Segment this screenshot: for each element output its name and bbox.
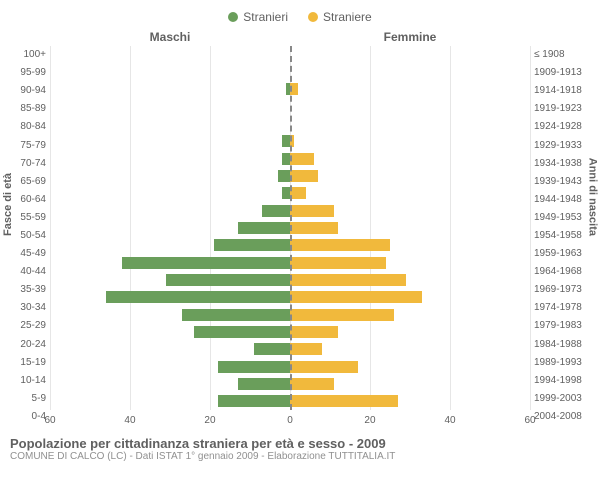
bar-female <box>290 187 306 199</box>
plot-area: 6040200204060 <box>50 46 530 426</box>
age-label: 40-44 <box>20 263 46 281</box>
bar-male <box>166 274 290 286</box>
bar-female <box>290 309 394 321</box>
year-label: 1999-2003 <box>534 390 582 408</box>
age-label: 10-14 <box>20 372 46 390</box>
year-label: 1919-1923 <box>534 100 582 118</box>
header-male: Maschi <box>50 30 290 44</box>
age-label: 55-59 <box>20 209 46 227</box>
year-label: 1939-1943 <box>534 173 582 191</box>
x-tick-label: 0 <box>287 415 293 426</box>
x-tick-label: 20 <box>204 415 215 426</box>
pyramid-chart: Fasce di età 100+95-9990-9485-8980-8475-… <box>10 46 590 426</box>
year-label: 1974-1978 <box>534 299 582 317</box>
bar-female <box>290 274 406 286</box>
x-tick-label: 40 <box>444 415 455 426</box>
age-label: 45-49 <box>20 245 46 263</box>
year-label: 1964-1968 <box>534 263 582 281</box>
legend: Stranieri Straniere <box>10 10 590 24</box>
bar-male <box>218 361 290 373</box>
x-tick-label: 40 <box>124 415 135 426</box>
age-label: 70-74 <box>20 155 46 173</box>
legend-label-female: Straniere <box>323 10 372 24</box>
chart-subtitle: COMUNE DI CALCO (LC) - Dati ISTAT 1° gen… <box>10 451 590 462</box>
bar-male <box>238 222 290 234</box>
age-label: 60-64 <box>20 191 46 209</box>
year-label: 1914-1918 <box>534 82 582 100</box>
swatch-male <box>228 12 238 22</box>
bar-female <box>290 153 314 165</box>
legend-item-female: Straniere <box>308 10 372 24</box>
bar-male <box>254 343 290 355</box>
x-tick-label: 20 <box>364 415 375 426</box>
age-label: 85-89 <box>20 100 46 118</box>
year-label: 1969-1973 <box>534 281 582 299</box>
chart-title: Popolazione per cittadinanza straniera p… <box>10 436 590 451</box>
bar-male <box>262 205 290 217</box>
y-right-labels: ≤ 19081909-19131914-19181919-19231924-19… <box>530 46 590 426</box>
age-label: 5-9 <box>32 390 46 408</box>
bar-male <box>182 309 290 321</box>
year-label: 1934-1938 <box>534 155 582 173</box>
y-left-labels: 100+95-9990-9485-8980-8475-7970-7465-696… <box>10 46 50 426</box>
year-label: 1984-1988 <box>534 336 582 354</box>
bar-male <box>214 239 290 251</box>
y-axis-title-right: Anni di nascita <box>586 158 598 236</box>
age-label: 100+ <box>23 46 46 64</box>
bar-male <box>194 326 290 338</box>
age-label: 30-34 <box>20 299 46 317</box>
bar-female <box>290 170 318 182</box>
age-label: 0-4 <box>32 408 46 426</box>
year-label: 1949-1953 <box>534 209 582 227</box>
bar-female <box>290 395 398 407</box>
legend-label-male: Stranieri <box>243 10 288 24</box>
bar-female <box>290 205 334 217</box>
bar-female <box>290 378 334 390</box>
bar-female <box>290 326 338 338</box>
bar-male <box>122 257 290 269</box>
age-label: 25-29 <box>20 317 46 335</box>
age-label: 35-39 <box>20 281 46 299</box>
age-label: 75-79 <box>20 136 46 154</box>
header-female: Femmine <box>290 30 530 44</box>
year-label: 1929-1933 <box>534 136 582 154</box>
bar-male <box>278 170 290 182</box>
bar-male <box>282 135 290 147</box>
bar-female <box>290 257 386 269</box>
year-label: 1959-1963 <box>534 245 582 263</box>
column-headers: Maschi Femmine <box>10 30 590 44</box>
bar-male <box>218 395 290 407</box>
bar-female <box>290 222 338 234</box>
year-label: 1909-1913 <box>534 64 582 82</box>
year-label: ≤ 1908 <box>534 46 565 64</box>
age-label: 80-84 <box>20 118 46 136</box>
age-label: 95-99 <box>20 64 46 82</box>
bar-female <box>290 239 390 251</box>
swatch-female <box>308 12 318 22</box>
year-label: 1989-1993 <box>534 354 582 372</box>
legend-item-male: Stranieri <box>228 10 288 24</box>
age-label: 90-94 <box>20 82 46 100</box>
year-label: 1954-1958 <box>534 227 582 245</box>
year-label: 1924-1928 <box>534 118 582 136</box>
y-axis-title-left: Fasce di età <box>2 173 14 236</box>
bar-female <box>290 361 358 373</box>
bar-male <box>106 291 290 303</box>
age-label: 50-54 <box>20 227 46 245</box>
age-label: 15-19 <box>20 354 46 372</box>
center-line <box>290 46 292 410</box>
year-label: 1979-1983 <box>534 317 582 335</box>
bar-male <box>282 153 290 165</box>
age-label: 65-69 <box>20 173 46 191</box>
bar-male <box>282 187 290 199</box>
bar-female <box>290 291 422 303</box>
bar-female <box>290 343 322 355</box>
year-label: 1994-1998 <box>534 372 582 390</box>
bar-male <box>238 378 290 390</box>
year-label: 2004-2008 <box>534 408 582 426</box>
age-label: 20-24 <box>20 336 46 354</box>
year-label: 1944-1948 <box>534 191 582 209</box>
